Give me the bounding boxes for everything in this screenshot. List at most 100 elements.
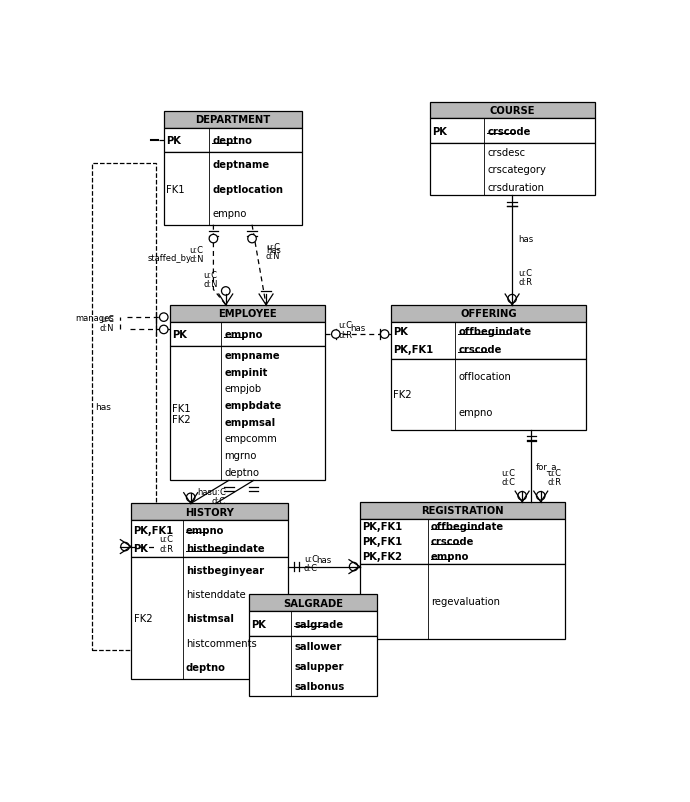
Text: deptno: deptno [213,136,253,146]
Circle shape [537,492,545,500]
Bar [249,611,377,636]
Text: PK,FK1: PK,FK1 [134,525,174,535]
Text: u:C: u:C [518,269,532,277]
Bar [249,594,377,611]
Text: u:C: u:C [189,245,204,254]
Bar [391,359,586,430]
Text: EMPLOYEE: EMPLOYEE [218,309,277,319]
Text: histcomments: histcomments [186,638,257,648]
Text: PK,FK2: PK,FK2 [362,552,402,561]
Text: has: has [95,403,110,411]
Text: d:R: d:R [159,544,173,553]
Circle shape [186,493,195,502]
Text: deptno: deptno [224,468,259,477]
Text: deptname: deptname [213,160,270,170]
Text: DEPARTMENT: DEPARTMENT [195,115,270,125]
Bar [359,564,565,639]
Bar [430,103,595,119]
Bar [170,306,325,322]
Text: PK,FK1: PK,FK1 [393,345,433,355]
Circle shape [159,314,168,322]
Text: deptno: deptno [186,662,226,672]
Text: d:N: d:N [203,279,217,289]
Text: crscategory: crscategory [487,165,546,175]
Text: HISTORY: HISTORY [185,508,234,517]
Text: FK1
FK2: FK1 FK2 [172,403,191,424]
Text: d:C: d:C [501,478,515,487]
Text: u:C: u:C [266,242,280,252]
Text: empmsal: empmsal [224,417,275,427]
Text: crscode: crscode [458,345,502,355]
Text: for_a: for_a [536,462,558,471]
Bar [249,636,377,696]
Text: PK: PK [432,127,447,136]
Text: deptlocation: deptlocation [213,184,284,194]
Text: d:N: d:N [99,324,114,333]
Text: salbonus: salbonus [295,681,344,691]
Bar [170,322,325,347]
Text: u:C: u:C [338,321,352,330]
Text: empname: empname [224,350,280,360]
Text: empno: empno [458,407,493,417]
Circle shape [121,543,129,551]
Bar [359,502,565,519]
Bar [131,520,288,557]
Bar [131,557,288,679]
Bar [391,322,586,359]
Text: u:C: u:C [159,535,173,544]
Text: has: has [518,235,533,244]
Text: COURSE: COURSE [489,106,535,115]
Text: PK: PK [166,136,181,146]
Bar [164,128,302,153]
Bar [164,111,302,128]
Text: empno: empno [213,209,247,218]
Text: histbeginyear: histbeginyear [186,565,264,575]
Text: empinit: empinit [224,367,268,377]
Text: u:C: u:C [548,468,562,477]
Circle shape [349,563,358,571]
Text: histbegindate: histbegindate [186,544,264,553]
Bar [430,144,595,196]
Text: crsduration: crsduration [487,183,544,192]
Text: staffed_by: staffed_by [148,253,192,262]
Text: SALGRADE: SALGRADE [283,598,343,608]
Text: has: has [316,556,331,565]
Text: d:N: d:N [266,252,281,261]
Bar [359,519,565,564]
Text: empno: empno [186,525,224,535]
Text: OFFERING: OFFERING [460,309,517,319]
Text: d:R: d:R [518,277,532,287]
Text: empbdate: empbdate [224,400,282,411]
Circle shape [159,326,168,334]
Text: has: has [350,324,365,333]
Bar [92,164,156,650]
Text: PK: PK [172,330,187,339]
Text: PK,FK1: PK,FK1 [362,521,402,532]
Bar [430,119,595,144]
Text: salupper: salupper [295,661,344,671]
Text: regevaluation: regevaluation [431,597,500,606]
Text: FK2: FK2 [393,390,412,399]
Text: crscode: crscode [431,537,474,546]
Text: offbegindate: offbegindate [458,326,531,337]
Bar [131,504,288,520]
Text: d:R: d:R [338,330,352,339]
Text: histmsal: histmsal [186,614,234,623]
Text: crsdesc: crsdesc [487,148,525,158]
Text: sallower: sallower [295,641,342,651]
Circle shape [248,235,256,244]
Text: PK: PK [251,619,266,629]
Text: d:N: d:N [189,255,204,264]
Circle shape [331,330,340,339]
Text: REGISTRATION: REGISTRATION [421,506,504,516]
Text: d:C: d:C [304,563,318,572]
Text: offlocation: offlocation [458,372,511,382]
Text: crscode: crscode [487,127,531,136]
Text: histenddate: histenddate [186,589,246,599]
Circle shape [518,492,526,500]
Text: FK2: FK2 [134,614,152,623]
Circle shape [380,330,389,339]
Bar [391,306,586,322]
Text: FK1: FK1 [166,184,185,194]
Text: mgrno: mgrno [224,451,257,460]
